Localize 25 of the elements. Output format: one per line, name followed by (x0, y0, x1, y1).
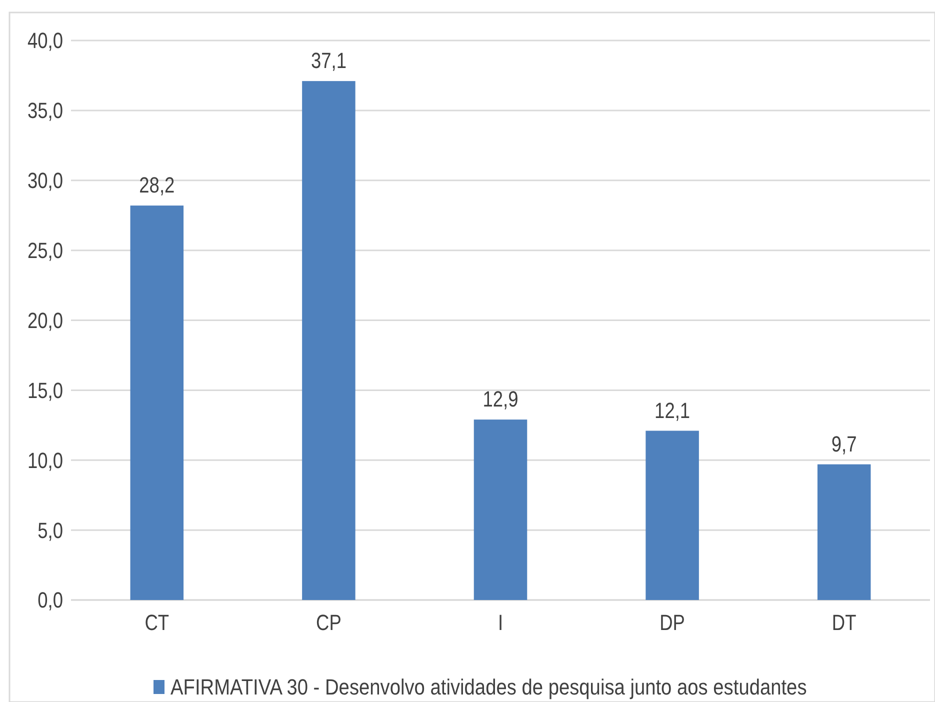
data-label: 28,2 (139, 174, 175, 198)
data-label: 12,1 (654, 399, 690, 424)
y-tick-label: 0,0 (38, 589, 63, 614)
y-tick-label: 40,0 (27, 30, 63, 54)
x-tick-label: I (498, 612, 504, 636)
y-tick-label: 30,0 (27, 170, 63, 194)
y-tick-label: 10,0 (27, 449, 63, 474)
bar (817, 464, 871, 600)
bar (474, 420, 528, 600)
y-tick-label: 25,0 (27, 240, 63, 264)
bar (646, 430, 699, 600)
legend-label: AFIRMATIVA 30 - Desenvolvo atividades de pesquisa junto aos estudantes (170, 675, 807, 700)
bar (302, 81, 356, 600)
data-label: 12,9 (482, 388, 518, 412)
y-tick-label: 15,0 (27, 379, 63, 404)
data-label: 9,7 (831, 432, 857, 457)
y-tick-label: 20,0 (27, 309, 63, 334)
x-tick-label: DP (660, 612, 685, 636)
y-tick-label: 35,0 (27, 100, 63, 124)
x-tick-label: DT (832, 612, 856, 636)
y-tick-label: 5,0 (38, 519, 63, 544)
data-label: 37,1 (310, 50, 346, 74)
bar (130, 206, 184, 600)
x-tick-label: CT (144, 612, 170, 636)
x-tick-label: CP (316, 612, 342, 636)
